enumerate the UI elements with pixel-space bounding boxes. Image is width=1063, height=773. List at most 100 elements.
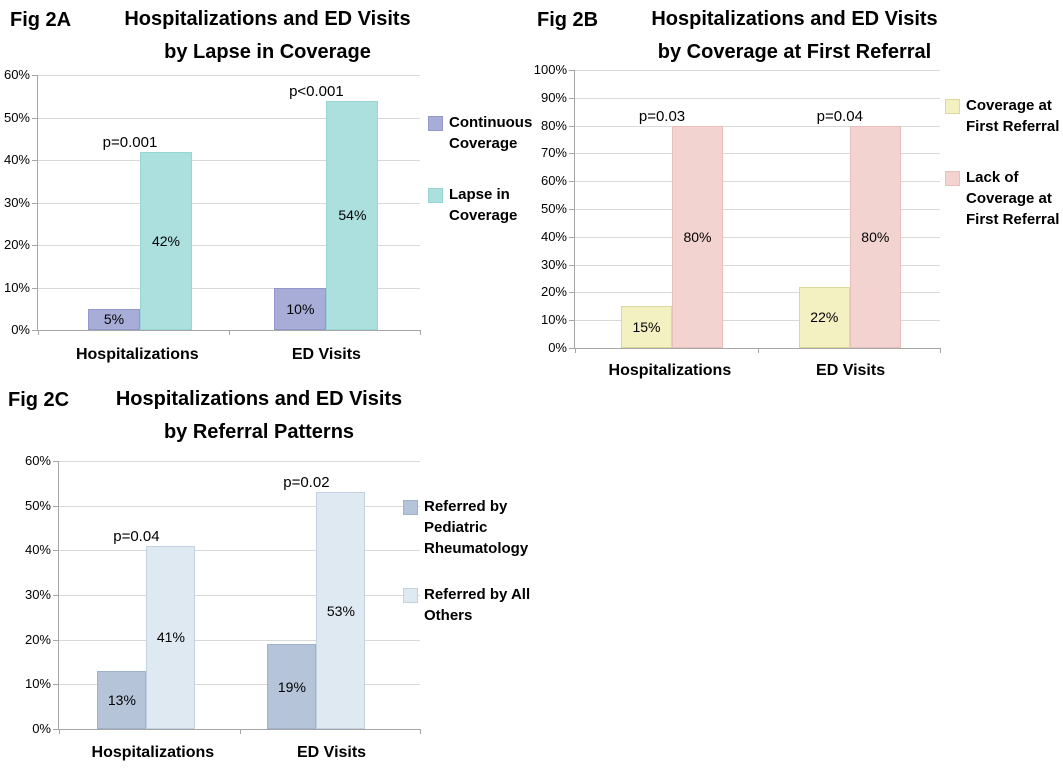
legend-item: Referred by All Others <box>403 584 537 626</box>
gridline <box>38 245 420 246</box>
y-tick-mark <box>32 245 37 246</box>
legend-swatch-coverage-at-first-referral <box>945 99 960 114</box>
y-tick-label: 60% <box>24 453 51 468</box>
y-tick-mark <box>569 153 574 155</box>
y-tick-label: 30% <box>540 256 567 272</box>
legend-label: Referred by Pediatric Rheumatology <box>424 498 529 557</box>
y-tick-mark <box>569 125 574 127</box>
bar-referred-by-pediatric-rheumatology-ed-visits <box>267 644 317 729</box>
chart-title-2c: Hospitalizations and ED Visits by Referr… <box>85 383 433 449</box>
y-tick-mark <box>569 320 574 322</box>
y-tick-mark <box>32 287 37 289</box>
y-tick-mark <box>32 202 37 204</box>
p-value-annotation: p<0.001 <box>289 82 344 100</box>
gridline <box>575 97 940 99</box>
y-tick-mark <box>53 639 58 641</box>
legend-label: Referred by All Others <box>424 586 531 624</box>
legend-item: Coverage at First Referral <box>945 95 1063 137</box>
p-value-annotation: p=0.04 <box>113 527 160 545</box>
gridline <box>59 505 420 507</box>
plot-area-2c: 0% 10% 20% 30% 40% 50% 60% 13% 41% p=0.04 19% 53% p=… <box>25 453 421 736</box>
x-tick-mark <box>229 330 230 335</box>
category-label: ED Visits <box>291 346 361 363</box>
y-tick-mark <box>569 236 574 238</box>
p-value-annotation: p=0.001 <box>102 133 158 151</box>
legend-item: Lack of Coverage at First Referral <box>945 167 1063 230</box>
legend-item: Referred by Pediatric Rheumatology <box>403 496 537 559</box>
gridline <box>38 287 420 289</box>
legend-swatch-continuous-coverage <box>428 116 443 131</box>
fig-label-2c: Fig 2C <box>8 389 70 411</box>
y-tick-label: 50% <box>540 201 567 216</box>
y-tick-label: 10% <box>24 676 51 692</box>
x-axis-line <box>53 729 420 730</box>
y-tick-label: 20% <box>540 284 567 300</box>
x-tick-mark <box>575 348 576 353</box>
y-tick-label: 10% <box>3 279 30 295</box>
y-tick-label: 40% <box>24 542 51 558</box>
gridline <box>575 292 940 294</box>
fig-label-2a: Fig 2A <box>10 9 72 31</box>
gridline <box>575 209 940 210</box>
fig-label-2b: Fig 2B <box>537 9 599 31</box>
y-tick-label: 50% <box>3 109 30 125</box>
gridline <box>38 75 420 76</box>
plot-area-2b: 0% 10% 20% 30% 40% 50% 60% 70% 80% 90% 100% 15% 80% p… <box>534 62 941 355</box>
y-tick-label: 40% <box>3 152 30 167</box>
bar-lapse-in-coverage-ed-visits <box>326 100 379 330</box>
bar-lapse-in-coverage-hospitalizations <box>140 151 192 330</box>
x-tick-mark <box>239 729 241 734</box>
bar-coverage-at-first-referral-hospitalizations <box>621 306 672 348</box>
y-tick-label: 0% <box>548 340 567 355</box>
y-tick-mark <box>53 505 58 507</box>
y-tick-label: 10% <box>540 312 567 328</box>
y-tick-mark <box>569 264 574 266</box>
bar-coverage-at-first-referral-ed-visits <box>798 286 850 348</box>
bar-continuous-coverage-hospitalizations <box>88 308 140 330</box>
y-tick-label: 30% <box>3 194 30 210</box>
x-tick-mark <box>757 348 759 353</box>
x-axis-line <box>569 348 940 349</box>
x-tick-mark <box>940 348 941 353</box>
y-tick-label: 90% <box>540 89 567 105</box>
y-tick-mark <box>53 461 58 462</box>
gridline <box>575 320 940 322</box>
chart-title-2c-line2: by Referral Patterns <box>163 421 355 443</box>
legend-label: Lapse in Coverage <box>449 186 518 224</box>
gridline <box>38 202 420 204</box>
y-tick-label: 60% <box>3 67 30 82</box>
category-label: ED Visits <box>297 744 367 761</box>
legend-2a: Continuous Coverage Lapse in Coverage <box>428 112 562 226</box>
legend-2c: Referred by Pediatric Rheumatology Referr… <box>403 496 537 626</box>
bar-referred-by-all-others-ed-visits <box>316 492 366 729</box>
gridline <box>575 236 940 238</box>
y-tick-mark <box>53 684 58 686</box>
gridline <box>38 117 420 119</box>
chart-title-2b: Hospitalizations and ED Visits by Covera… <box>617 3 972 69</box>
legend-swatch-referred-by-pediatric-rheumatology <box>403 500 418 515</box>
y-axis-line <box>37 75 38 330</box>
y-tick-label: 80% <box>540 117 567 133</box>
x-tick-mark <box>38 330 39 335</box>
y-tick-mark <box>569 209 574 210</box>
chart-title-2a-line2: by Lapse in Coverage <box>164 41 371 63</box>
bar-referred-by-all-others-hospitalizations <box>146 545 196 729</box>
bar-lack-of-coverage-at-first-referral-hospitalizations <box>672 125 723 348</box>
chart-title-2b-line1: Hospitalizations and ED Visits <box>651 8 938 30</box>
p-value-annotation: p=0.03 <box>638 107 686 125</box>
y-tick-mark <box>32 75 37 76</box>
y-tick-label: 50% <box>24 497 51 513</box>
chart-title-2c-line1: Hospitalizations and ED Visits <box>115 388 403 410</box>
x-tick-mark <box>420 729 421 734</box>
gridline <box>575 264 940 266</box>
gridline <box>575 153 940 155</box>
p-value-annotation: p=0.02 <box>283 474 330 492</box>
category-label: Hospitalizations <box>608 362 732 379</box>
y-tick-label: 30% <box>24 587 51 602</box>
y-tick-label: 20% <box>24 631 51 647</box>
bar-referred-by-pediatric-rheumatology-hospitalizations <box>97 670 147 729</box>
y-tick-mark <box>569 97 574 99</box>
